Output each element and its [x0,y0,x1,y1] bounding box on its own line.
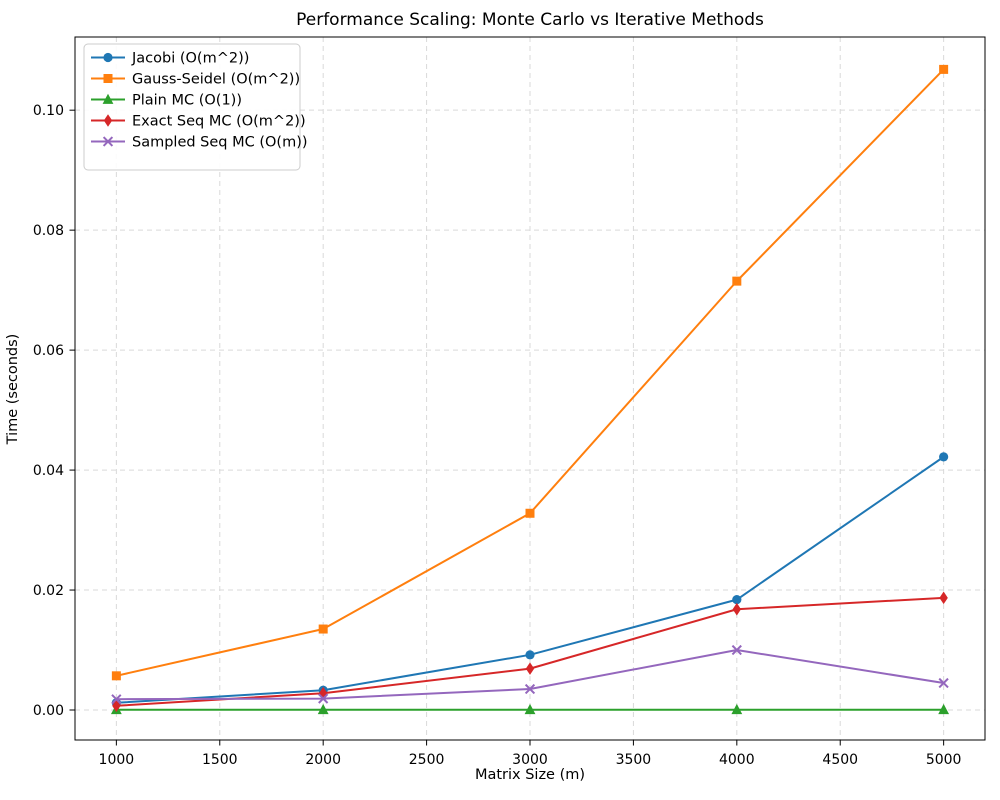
series-plain-mc-o-1 [110,703,950,715]
series-jacobi-o-m-2 [111,452,949,708]
x-tick-label: 1500 [202,752,238,768]
legend: Jacobi (O(m^2)) Gauss-Seidel (O(m^2)) Plai… [83,43,308,171]
y-tick-label: 0.08 [33,223,64,239]
legend-item-exact-seq-mc-o-m-2: Exact Seq MC (O(m^2)) [91,114,306,130]
y-tick-label: 0.10 [33,103,64,119]
x-axis-label: Matrix Size (m) [475,767,585,783]
data-point-square [939,64,949,74]
legend-frame [83,43,301,171]
data-point-diamond [732,602,742,616]
data-point-circle [939,452,949,462]
legend-label: Gauss-Seidel (O(m^2)) [132,72,300,88]
grid-layer [75,37,985,740]
tick-layer: 1000 1500 2000 2500 3000 3500 4000 4500 5000 0.00… [33,103,962,768]
x-tick-label: 2000 [305,752,341,768]
y-tick-label: 0.04 [33,463,64,479]
chart-title: Performance Scaling: Monte Carlo vs Iter… [296,10,764,30]
data-point-x [111,694,122,705]
series-layer [110,64,950,715]
data-point-triangle [731,703,743,715]
y-tick-label: 0.00 [33,703,64,719]
data-point-x [524,683,536,695]
data-point-diamond [939,591,948,605]
legend-label: Exact Seq MC (O(m^2)) [132,114,306,130]
y-tick-label: 0.02 [33,583,64,599]
data-point-x [731,644,742,656]
legend-item-jacobi-o-m-2: Jacobi (O(m^2)) [91,51,249,67]
data-point-circle [525,650,535,660]
data-point-square [732,276,742,286]
data-point-square [318,624,328,634]
data-point-x [318,693,329,704]
data-point-x [938,677,949,689]
legend-item-gauss-seidel-o-m-2: Gauss-Seidel (O(m^2)) [91,72,300,88]
y-axis-label: Time (seconds) [5,334,21,446]
x-tick-label: 4500 [822,752,858,768]
x-tick-label: 3500 [616,752,652,768]
legend-label: Sampled Seq MC (O(m)) [132,135,308,151]
x-tick-label: 5000 [926,752,962,768]
x-tick-label: 1000 [99,752,135,768]
data-point-triangle [317,703,329,715]
data-point-square [103,74,113,83]
y-tick-label: 0.06 [33,343,64,359]
data-point-diamond [525,662,535,675]
data-point-circle [732,595,742,605]
x-tick-label: 2500 [409,752,445,768]
series-gauss-seidel-o-m-2 [111,64,949,681]
data-point-square [525,508,535,518]
legend-label: Plain MC (O(1)) [132,93,242,109]
series-sampled-seq-mc-o-m [111,644,949,705]
data-point-square [111,671,121,681]
legend-item-sampled-seq-mc-o-m: Sampled Seq MC (O(m)) [91,135,308,151]
x-tick-label: 4000 [719,752,755,768]
data-point-circle [103,52,113,63]
x-tick-label: 3000 [512,752,548,768]
data-point-triangle [524,703,536,715]
legend-label: Jacobi (O(m^2)) [131,51,249,67]
data-point-diamond [103,114,113,127]
data-point-triangle [938,703,950,715]
data-point-x [102,136,114,147]
legend-item-plain-mc-o-1: Plain MC (O(1)) [91,93,242,109]
data-point-triangle [102,93,114,104]
